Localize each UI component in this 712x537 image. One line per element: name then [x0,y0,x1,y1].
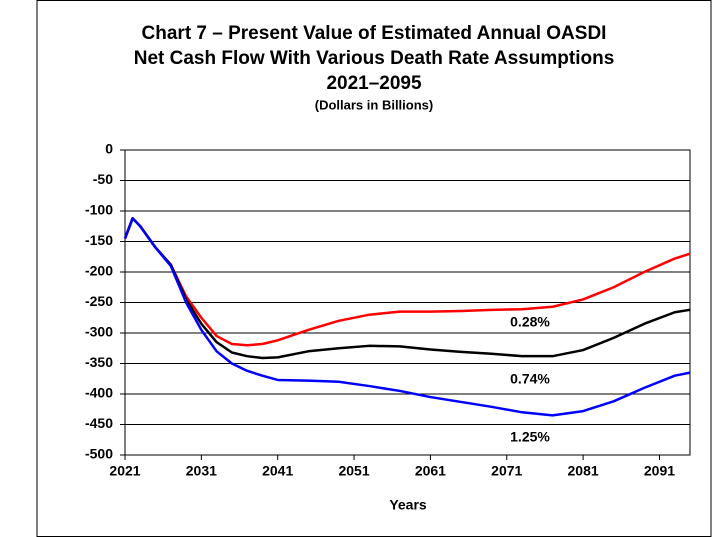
chart-subtitle: 2021–2095 [326,73,422,94]
plot-area [124,149,691,456]
x-tick-label: 2051 [338,463,369,479]
series-line [123,217,691,347]
y-tick-label: -250 [85,293,113,309]
y-tick-label: -500 [85,446,113,462]
series-line [123,217,691,417]
y-tick-label: -50 [93,171,113,187]
series-label: 1.25% [510,429,550,445]
x-tick-label: 2061 [415,463,446,479]
series-line [123,217,691,360]
y-tick-label: -450 [85,415,113,431]
chart-subtitle: (Dollars in Billions) [315,97,433,112]
y-tick-label: -200 [85,263,113,279]
y-tick-label: -300 [85,324,113,340]
x-tick-label: 2081 [568,463,599,479]
y-tick-label: -400 [85,385,113,401]
x-tick-label: 2091 [644,463,675,479]
chart-title: Chart 7 – Present Value of Estimated Ann… [142,23,607,44]
y-tick-label: -150 [85,232,113,248]
y-tick-label: -350 [85,354,113,370]
x-tick-label: 2031 [186,463,217,479]
y-tick-label: -100 [85,202,113,218]
x-tick-label: 2071 [491,463,522,479]
chart-subtitle: Net Cash Flow With Various Death Rate As… [134,48,615,69]
series-label: 0.74% [510,371,550,387]
y-tick-label: 0 [105,141,113,157]
x-tick-label: 2021 [109,463,140,479]
x-axis-label: Years [389,497,427,513]
series-label: 0.28% [510,314,550,330]
x-tick-label: 2041 [262,463,293,479]
